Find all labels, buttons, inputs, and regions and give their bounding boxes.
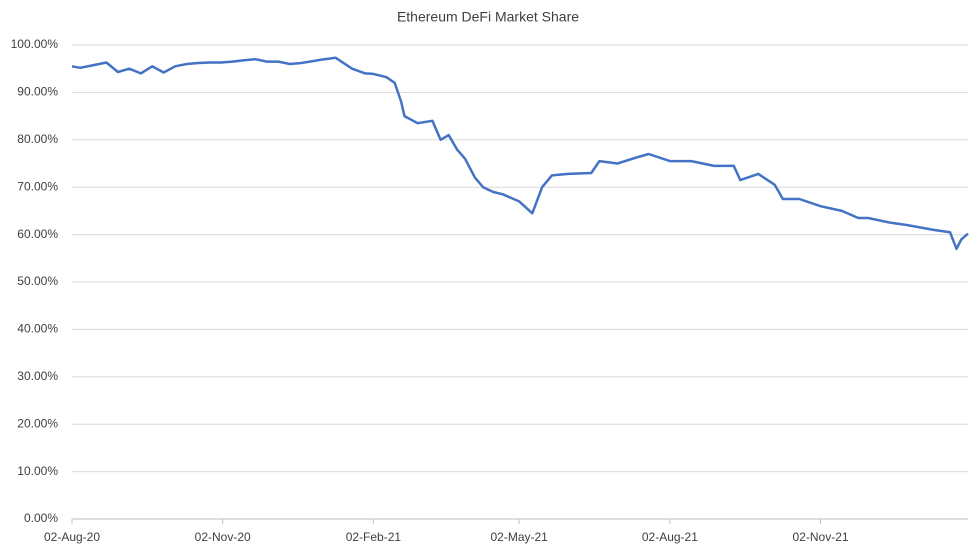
x-tick-label: 02-Nov-21 bbox=[793, 530, 849, 544]
x-tick-label: 02-Feb-21 bbox=[346, 530, 402, 544]
x-tick-label: 02-Aug-20 bbox=[44, 530, 100, 544]
x-tick-label: 02-Nov-20 bbox=[195, 530, 251, 544]
y-tick-label: 40.00% bbox=[17, 322, 58, 336]
x-tick-label: 02-Aug-21 bbox=[642, 530, 698, 544]
y-tick-label: 100.00% bbox=[11, 37, 59, 51]
y-tick-label: 90.00% bbox=[17, 85, 58, 99]
y-tick-label: 20.00% bbox=[17, 416, 58, 430]
y-tick-label: 50.00% bbox=[17, 274, 58, 288]
y-tick-label: 10.00% bbox=[17, 464, 58, 478]
y-tick-label: 80.00% bbox=[17, 132, 58, 146]
x-tick-label: 02-May-21 bbox=[491, 530, 549, 544]
y-tick-label: 60.00% bbox=[17, 227, 58, 241]
y-tick-label: 70.00% bbox=[17, 179, 58, 193]
line bbox=[71, 56, 969, 251]
y-tick-label: 0.00% bbox=[24, 511, 58, 525]
y-tick-label: 30.00% bbox=[17, 369, 58, 383]
chart-title: Ethereum DeFi Market Share bbox=[397, 9, 579, 25]
